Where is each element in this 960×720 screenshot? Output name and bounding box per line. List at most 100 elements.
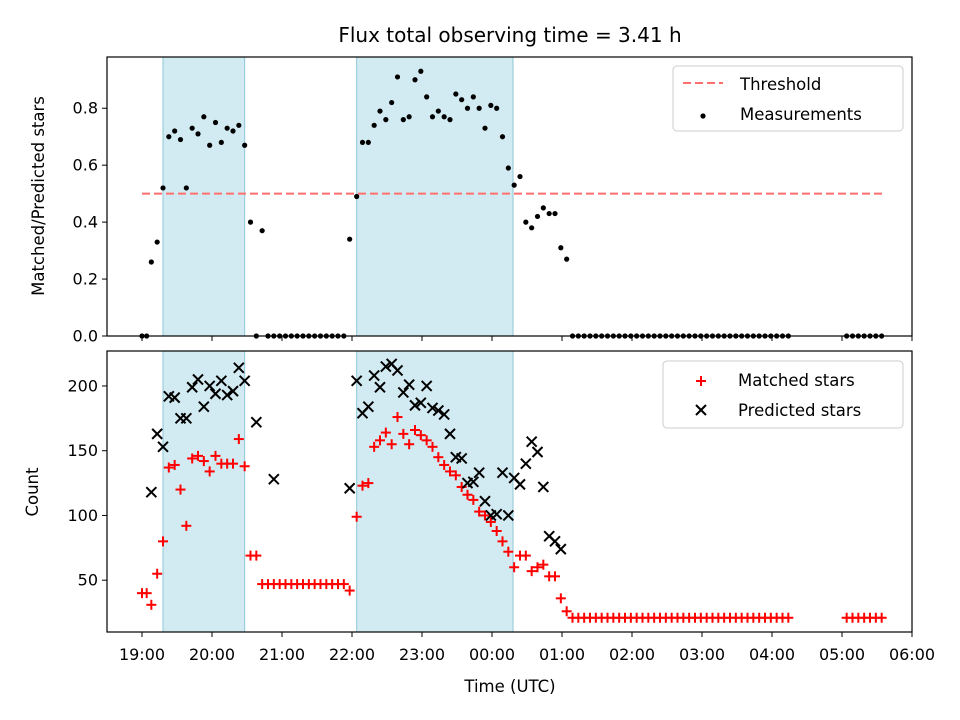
bottom-panel: 50 100 150 200 19:00 20:00 21:00 22:00 23:00 00:…	[23, 350, 935, 696]
measurement-point	[552, 210, 558, 217]
measurement-point	[406, 114, 412, 120]
measurement-point	[412, 77, 418, 83]
matched-star-point	[239, 461, 250, 472]
predicted-star-point	[186, 381, 198, 393]
measurement-point	[359, 139, 366, 146]
bottom-x-ticks: 19:00 20:00 21:00 22:00 23:00 00:00 01:00 02:00…	[119, 632, 935, 664]
predicted-star-point	[549, 535, 561, 548]
predicted-star-point	[520, 457, 532, 470]
top-shaded-intervals	[162, 57, 514, 336]
bottom-y-ticks: 50 100 150 200	[67, 376, 107, 590]
measurement-point	[166, 134, 172, 140]
top-panel: 0.00.20.40.60.8 Matched/Predicted stars …	[29, 56, 913, 346]
matched-star-point	[462, 489, 473, 500]
measurement-point	[424, 94, 430, 100]
predicted-star-point	[374, 381, 386, 393]
top-y-ticks: 0.0 0.2 0.4 0.6 0.8	[73, 99, 107, 346]
matched-star-point	[509, 562, 520, 573]
legend-measurements-label: Measurements	[740, 105, 862, 124]
x-tick-label: 22:00	[329, 645, 375, 664]
measurement-point	[517, 173, 523, 180]
matched-star-point	[503, 546, 514, 557]
x-tick-label: 00:00	[469, 645, 515, 664]
matched-star-point	[485, 516, 496, 527]
predicted-star-point	[496, 467, 509, 479]
matched-star-point	[783, 612, 794, 623]
predicted-star-point	[203, 380, 216, 392]
measurement-point	[377, 108, 383, 114]
predicted-star-point	[391, 364, 404, 377]
predicted-star-point	[479, 495, 491, 507]
shaded-interval	[356, 351, 513, 632]
predicted-star-point	[250, 416, 263, 428]
measurement-point	[488, 102, 494, 108]
predicted-star-point	[531, 446, 544, 458]
matched-star-point	[474, 506, 485, 517]
measurement-point	[394, 74, 401, 80]
measurement-point	[418, 68, 424, 74]
predicted-star-point	[180, 412, 193, 425]
matched-star-point	[204, 466, 215, 477]
legend-predicted-swatch	[695, 404, 707, 416]
measurement-point	[505, 165, 511, 171]
matched-star-point	[363, 478, 374, 489]
bottom-ylabel: Count	[23, 467, 42, 517]
matched-star-point	[555, 593, 566, 604]
top-legend: Threshold Measurements	[672, 65, 904, 132]
matched-star-point	[233, 434, 244, 445]
predicted-star-point	[415, 397, 427, 409]
measurement-point	[242, 142, 248, 148]
matched-star-point	[210, 450, 221, 461]
measurement-point	[354, 193, 360, 200]
matched-star-point	[163, 462, 174, 473]
x-tick-label: 04:00	[749, 645, 795, 664]
predicted-star-point	[420, 380, 433, 392]
matched-star-point	[198, 456, 209, 467]
matched-star-point	[491, 525, 502, 536]
matched-star-point	[538, 559, 549, 570]
predicted-star-point	[467, 476, 480, 488]
measurement-point	[470, 94, 476, 100]
top-x-ticks	[141, 336, 913, 341]
measurement-point	[529, 225, 535, 231]
measurement-point	[499, 134, 506, 140]
matched-star-point	[193, 450, 203, 461]
matched-stars-series	[137, 412, 887, 623]
legend-threshold-label: Threshold	[739, 75, 821, 94]
predicted-star-point	[444, 428, 456, 440]
measurement-point	[476, 105, 482, 111]
measurement-point	[441, 114, 447, 120]
measurement-point	[371, 122, 377, 128]
predicted-star-point	[268, 473, 280, 485]
x-tick-label: 20:00	[189, 645, 235, 664]
matched-star-point	[404, 439, 415, 450]
measurement-point	[534, 213, 541, 220]
legend-matched-label: Matched stars	[738, 371, 855, 390]
predicted-star-point	[432, 404, 445, 417]
predicted-star-point	[215, 375, 228, 387]
matched-star-point	[146, 599, 157, 610]
predicted-star-point	[555, 543, 567, 555]
predicted-star-point	[403, 378, 415, 391]
measurement-point	[400, 117, 406, 123]
measurement-point	[523, 219, 529, 225]
predicted-star-point	[438, 408, 450, 421]
measurement-point	[183, 185, 189, 191]
x-tick-label: 06:00	[889, 645, 935, 664]
measurement-point	[230, 128, 236, 134]
measurement-point	[435, 108, 441, 114]
predicted-star-point	[490, 508, 503, 520]
matched-star-point	[386, 439, 397, 450]
y-tick-label: 100	[67, 506, 98, 525]
matched-star-point	[158, 536, 168, 547]
x-tick-label: 23:00	[399, 645, 445, 664]
y-tick-label: 0.0	[73, 327, 98, 346]
predicted-star-point	[537, 481, 550, 493]
measurement-point	[459, 97, 465, 103]
legend-matched-swatch	[696, 376, 706, 386]
predicted-star-point	[221, 389, 233, 401]
measurement-point	[511, 182, 517, 188]
measurement-point	[447, 117, 453, 123]
measurement-point	[148, 259, 154, 265]
